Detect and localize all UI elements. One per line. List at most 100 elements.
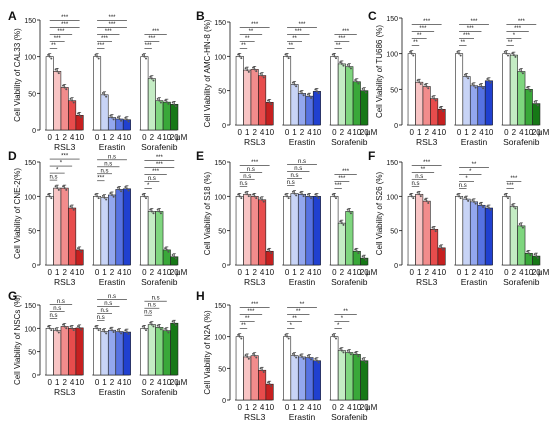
bar xyxy=(93,328,102,376)
data-point xyxy=(173,322,176,325)
x-tick-label: 10 xyxy=(265,268,274,277)
y-tick-label: 0 xyxy=(222,123,226,130)
bar xyxy=(265,102,274,126)
data-point xyxy=(50,197,53,200)
x-tick-label: 1 xyxy=(292,128,297,137)
bar xyxy=(509,206,518,266)
y-tick-label: 150 xyxy=(214,160,226,167)
data-point xyxy=(306,193,309,196)
y-axis-label: Cell Viability of NSCs (%) xyxy=(13,295,22,385)
data-point xyxy=(314,193,317,196)
data-point xyxy=(246,193,249,196)
sig-label: * xyxy=(56,168,59,174)
sig-label: *** xyxy=(342,169,350,175)
data-point xyxy=(357,82,360,85)
data-point xyxy=(124,185,127,188)
data-point xyxy=(340,349,343,352)
group-label: RSL3 xyxy=(54,277,76,287)
data-point xyxy=(310,96,313,99)
data-point xyxy=(514,55,517,58)
bar xyxy=(75,249,84,266)
x-tick-label: 10 xyxy=(524,268,533,277)
group-label: Erastin xyxy=(289,137,316,147)
data-point xyxy=(354,351,357,354)
data-point xyxy=(293,354,296,357)
y-axis-label: Cell Viability of S26 (%) xyxy=(375,171,384,255)
x-tick-label: 2 xyxy=(472,128,477,137)
data-point xyxy=(349,67,352,70)
data-point xyxy=(339,220,342,223)
bar xyxy=(337,350,346,401)
data-point xyxy=(340,222,343,225)
data-point xyxy=(150,210,153,213)
sig-label: *** xyxy=(342,29,350,35)
data-point xyxy=(410,52,413,55)
bar xyxy=(60,326,69,376)
x-tick-label: 20 xyxy=(360,268,369,277)
data-point xyxy=(478,202,481,205)
data-point xyxy=(72,208,75,211)
bar xyxy=(455,53,464,126)
data-point xyxy=(238,335,241,338)
data-point xyxy=(111,193,113,196)
sig-label: *** xyxy=(419,26,427,32)
data-point xyxy=(103,196,106,199)
data-point xyxy=(355,250,358,253)
data-point xyxy=(255,197,258,200)
x-tick-label: 10 xyxy=(162,378,171,387)
bar xyxy=(258,75,267,126)
data-point xyxy=(478,83,481,86)
sig-label: *** xyxy=(423,19,431,25)
x-tick-label: 4 xyxy=(70,133,75,142)
data-point xyxy=(431,95,434,98)
sig-label: n.s xyxy=(243,174,251,180)
x-tick-label: 0 xyxy=(48,268,53,277)
data-point xyxy=(240,197,243,200)
data-point xyxy=(364,258,367,261)
data-point xyxy=(456,193,459,196)
data-point xyxy=(96,195,99,198)
bar xyxy=(258,369,267,401)
data-point xyxy=(357,355,360,358)
bar xyxy=(305,196,314,266)
y-tick-label: 100 xyxy=(24,55,36,62)
data-point xyxy=(315,359,318,362)
data-point xyxy=(116,328,119,331)
x-unit-label: μM xyxy=(538,128,550,137)
bar xyxy=(305,357,314,401)
x-tick-label: 4 xyxy=(432,268,437,277)
y-tick-label: 0 xyxy=(32,373,36,380)
bar xyxy=(330,56,339,126)
x-tick-label: 4 xyxy=(347,268,352,277)
bar xyxy=(243,356,252,401)
data-point xyxy=(125,331,128,334)
x-tick-label: 1 xyxy=(245,128,250,137)
sig-label: *** xyxy=(101,36,109,42)
x-tick-label: 10 xyxy=(162,133,171,142)
data-point xyxy=(238,55,241,58)
data-point xyxy=(434,99,437,102)
x-tick-label: 0 xyxy=(238,128,243,137)
data-point xyxy=(520,70,523,73)
x-tick-label: 4 xyxy=(260,268,265,277)
sig-label: *** xyxy=(148,36,156,42)
bar xyxy=(415,81,424,126)
data-point xyxy=(410,195,413,198)
data-point xyxy=(246,355,249,358)
bar xyxy=(147,78,156,131)
data-point xyxy=(252,66,255,69)
data-point xyxy=(143,327,146,330)
data-point xyxy=(314,88,317,91)
x-tick-label: 10 xyxy=(75,133,84,142)
data-point xyxy=(261,74,264,77)
y-axis-label: Cell Viability of AMC-HN-8 (%) xyxy=(203,19,212,127)
data-point xyxy=(259,196,262,199)
data-point xyxy=(255,70,258,73)
bar xyxy=(250,69,259,126)
bar xyxy=(122,119,131,131)
y-tick-label: 100 xyxy=(386,194,398,201)
data-point xyxy=(474,202,477,205)
bar xyxy=(100,94,109,131)
bar xyxy=(93,56,102,131)
